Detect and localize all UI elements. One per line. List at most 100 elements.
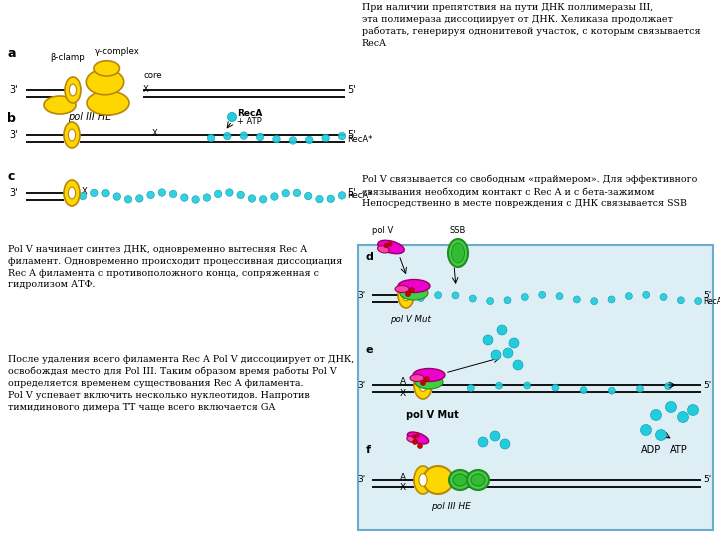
Ellipse shape xyxy=(65,77,81,103)
Text: 5': 5' xyxy=(347,130,356,140)
Circle shape xyxy=(169,190,177,198)
Text: β-clamp: β-clamp xyxy=(50,53,86,62)
Circle shape xyxy=(203,194,211,201)
Ellipse shape xyxy=(402,289,410,301)
Text: A: A xyxy=(400,472,406,482)
Circle shape xyxy=(322,134,329,141)
Ellipse shape xyxy=(471,474,485,486)
Text: d: d xyxy=(366,252,374,262)
Text: X: X xyxy=(143,84,149,93)
Circle shape xyxy=(327,195,335,202)
Text: RecA: RecA xyxy=(237,110,262,118)
Circle shape xyxy=(513,360,523,370)
Ellipse shape xyxy=(419,474,427,487)
Circle shape xyxy=(384,244,388,248)
Text: core: core xyxy=(143,71,161,80)
Text: 3': 3' xyxy=(358,291,366,300)
Text: A: A xyxy=(400,377,406,387)
Text: X: X xyxy=(82,187,88,197)
Text: γ-complex: γ-complex xyxy=(94,47,140,56)
Circle shape xyxy=(192,195,199,203)
Circle shape xyxy=(665,402,677,413)
Circle shape xyxy=(113,193,120,200)
Circle shape xyxy=(289,137,297,144)
Text: Pol V начинает синтез ДНК, одновременно вытесняя Rec A
филамент. Одновременно пр: Pol V начинает синтез ДНК, одновременно … xyxy=(8,245,343,289)
Ellipse shape xyxy=(68,129,76,141)
Text: f: f xyxy=(366,445,371,455)
Circle shape xyxy=(418,443,423,449)
Circle shape xyxy=(590,298,598,305)
Ellipse shape xyxy=(453,474,467,486)
Text: b: b xyxy=(7,112,16,125)
Circle shape xyxy=(158,189,166,197)
Circle shape xyxy=(665,383,672,390)
Text: 3': 3' xyxy=(9,85,18,95)
Circle shape xyxy=(435,292,441,299)
Text: c: c xyxy=(7,170,14,183)
Text: RecA*: RecA* xyxy=(347,192,372,200)
Text: 5': 5' xyxy=(347,188,356,198)
Circle shape xyxy=(573,296,580,303)
Ellipse shape xyxy=(94,60,120,76)
Circle shape xyxy=(102,190,109,197)
Ellipse shape xyxy=(449,470,471,490)
Ellipse shape xyxy=(414,371,432,399)
Ellipse shape xyxy=(408,432,428,444)
Circle shape xyxy=(79,192,86,200)
Text: RecA*: RecA* xyxy=(347,136,372,145)
Ellipse shape xyxy=(419,379,427,392)
Ellipse shape xyxy=(64,122,80,148)
Ellipse shape xyxy=(413,368,445,381)
Circle shape xyxy=(688,404,698,415)
Circle shape xyxy=(695,298,702,305)
Ellipse shape xyxy=(467,470,489,490)
Ellipse shape xyxy=(415,375,443,389)
Circle shape xyxy=(147,191,154,199)
Circle shape xyxy=(228,112,236,122)
Circle shape xyxy=(503,348,513,358)
Circle shape xyxy=(305,192,312,200)
Ellipse shape xyxy=(414,466,432,494)
Text: pol V Mut: pol V Mut xyxy=(405,410,459,420)
Circle shape xyxy=(248,195,256,202)
Text: X: X xyxy=(152,130,158,138)
Circle shape xyxy=(636,385,644,392)
Ellipse shape xyxy=(398,282,414,308)
Ellipse shape xyxy=(378,240,404,254)
Text: pol V: pol V xyxy=(372,226,394,235)
Text: RecA*: RecA* xyxy=(703,296,720,306)
Circle shape xyxy=(418,294,424,301)
Ellipse shape xyxy=(87,91,129,115)
Text: a: a xyxy=(7,47,16,60)
Text: 3': 3' xyxy=(9,130,18,140)
Circle shape xyxy=(608,296,615,303)
Circle shape xyxy=(678,411,688,422)
Text: 3': 3' xyxy=(358,381,366,389)
Text: 5': 5' xyxy=(347,85,356,95)
Circle shape xyxy=(650,409,662,421)
Circle shape xyxy=(91,189,98,197)
Circle shape xyxy=(425,376,430,381)
Circle shape xyxy=(388,242,392,246)
Circle shape xyxy=(420,381,426,386)
Circle shape xyxy=(224,132,231,140)
Circle shape xyxy=(413,440,418,444)
Circle shape xyxy=(497,325,507,335)
Circle shape xyxy=(452,292,459,299)
Circle shape xyxy=(256,133,264,141)
Circle shape xyxy=(405,292,410,296)
Text: ADP: ADP xyxy=(641,445,661,455)
Circle shape xyxy=(240,132,248,139)
Ellipse shape xyxy=(395,286,409,293)
Circle shape xyxy=(523,382,531,389)
Circle shape xyxy=(338,132,346,140)
Ellipse shape xyxy=(451,243,464,263)
Circle shape xyxy=(660,294,667,301)
Circle shape xyxy=(490,431,500,441)
Circle shape xyxy=(410,287,415,293)
Circle shape xyxy=(338,192,346,199)
Circle shape xyxy=(181,194,188,201)
Text: X: X xyxy=(400,483,406,492)
Circle shape xyxy=(478,437,488,447)
Circle shape xyxy=(273,136,280,143)
